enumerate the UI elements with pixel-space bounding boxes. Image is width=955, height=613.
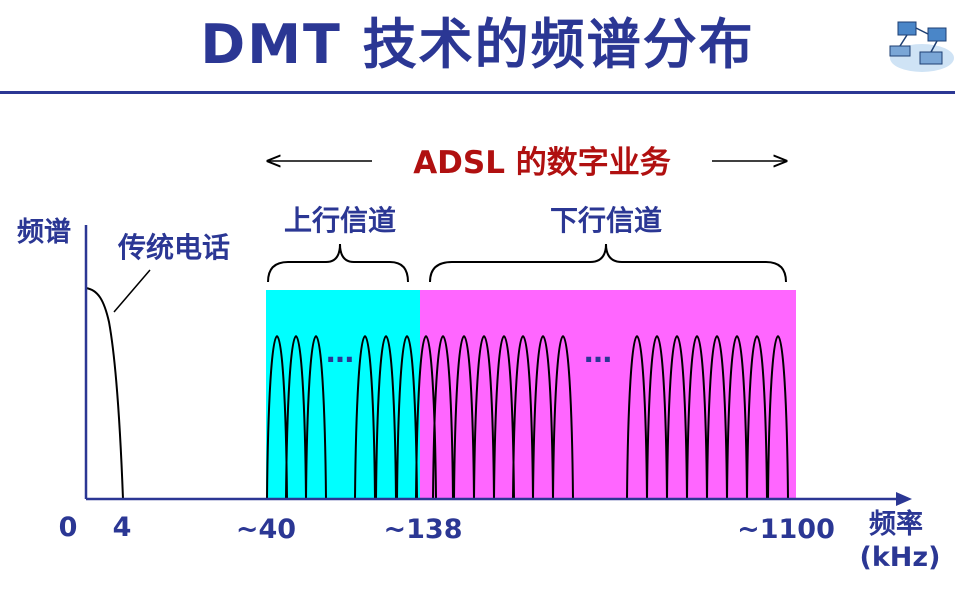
tick-label-0: 0 bbox=[59, 512, 78, 543]
subcarrier-hump-13 bbox=[532, 335, 554, 500]
telephone-spectrum-curve bbox=[85, 287, 124, 500]
title-divider bbox=[0, 91, 955, 94]
telephone-label: 传统电话 bbox=[117, 231, 230, 264]
ellipsis-upstream: … bbox=[326, 336, 354, 369]
subcarrier-hump-12 bbox=[512, 335, 534, 500]
downstream-brace bbox=[429, 243, 787, 283]
tick-label-1100: ~1100 bbox=[737, 514, 835, 545]
telephone-pointer-line bbox=[113, 269, 151, 313]
x-axis-unit-label: (kHz) bbox=[860, 542, 941, 573]
subcarrier-hump-16 bbox=[646, 335, 668, 500]
subcarrier-hump-20 bbox=[726, 335, 748, 500]
upstream-brace bbox=[267, 243, 409, 283]
subcarrier-hump-5 bbox=[375, 335, 397, 500]
subcarrier-hump-19 bbox=[706, 335, 728, 500]
upstream-label: 上行信道 bbox=[284, 204, 396, 237]
x-axis-arrow-icon bbox=[896, 492, 912, 506]
subcarrier-hump-11 bbox=[493, 335, 515, 500]
slide-title: DMT 技术的频谱分布 bbox=[200, 13, 755, 76]
tick-label-138: ~138 bbox=[384, 514, 463, 545]
subcarrier-hump-21 bbox=[746, 335, 768, 500]
subcarrier-waves bbox=[266, 335, 789, 500]
adsl-label: ADSL 的数字业务 bbox=[413, 145, 671, 181]
subcarrier-hump-8 bbox=[432, 335, 454, 500]
subcarrier-hump-22 bbox=[767, 335, 789, 500]
subcarrier-hump-3 bbox=[305, 335, 327, 500]
subcarrier-hump-2 bbox=[285, 335, 307, 500]
subcarrier-hump-14 bbox=[552, 335, 574, 500]
downstream-band bbox=[420, 290, 796, 499]
network-logo-icon bbox=[889, 21, 954, 72]
subcarrier-hump-9 bbox=[453, 335, 475, 500]
subcarrier-hump-15 bbox=[626, 335, 648, 500]
tick-label-4: 4 bbox=[113, 512, 132, 543]
x-axis-label: 频率 bbox=[869, 508, 923, 540]
ellipsis-downstream: … bbox=[584, 336, 612, 369]
tick-label-40: ~40 bbox=[236, 514, 296, 545]
y-axis-label: 频谱 bbox=[17, 216, 71, 248]
subcarrier-hump-4 bbox=[354, 335, 376, 500]
downstream-label: 下行信道 bbox=[550, 204, 662, 237]
subcarrier-hump-10 bbox=[473, 335, 495, 500]
subcarrier-hump-17 bbox=[666, 335, 688, 500]
subcarrier-hump-18 bbox=[686, 335, 708, 500]
subcarrier-hump-6 bbox=[396, 335, 418, 500]
subcarrier-hump-1 bbox=[266, 335, 288, 500]
